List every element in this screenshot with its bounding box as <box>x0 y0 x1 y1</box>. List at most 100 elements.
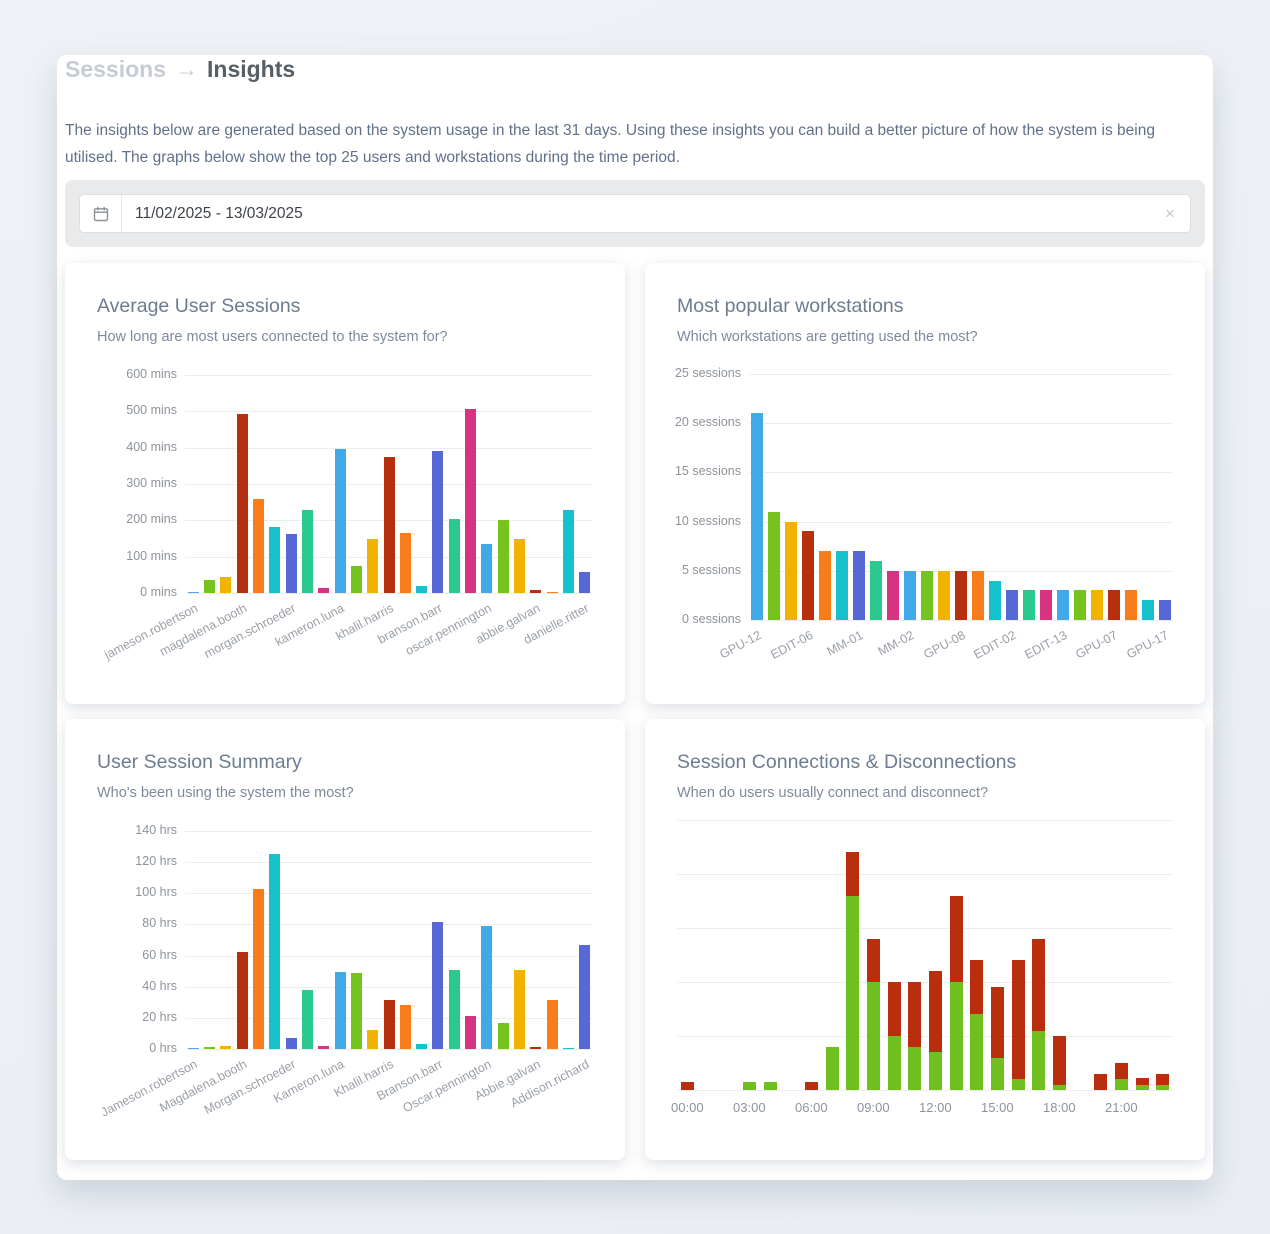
stacked-bar-chart: 00:00 03:00 06:00 09:00 12:00 15:00 18:00 21:00 <box>671 820 1173 1115</box>
bar <box>252 498 264 593</box>
y-axis-tick-label: 25 sessions <box>674 366 741 380</box>
clear-date-icon[interactable]: × <box>1165 203 1175 223</box>
card-average-user-sessions: Average User Sessions How long are most … <box>65 263 625 704</box>
x-axis-tick-label: GPU-12 <box>717 628 765 662</box>
bar <box>546 591 558 593</box>
connections-bar-segment <box>1032 1030 1046 1090</box>
disconnections-bar-segment <box>846 852 860 896</box>
disconnections-bar-segment <box>1114 1063 1128 1080</box>
connections-bar-segment <box>846 895 860 1090</box>
disconnections-bar-segment <box>1011 960 1025 1080</box>
bar <box>514 970 526 1049</box>
bar <box>988 580 1001 620</box>
connections-bar-segment <box>887 1036 901 1090</box>
bar <box>399 1005 411 1049</box>
gridline <box>185 924 593 926</box>
y-axis-tick-label: 200 mins <box>126 512 177 527</box>
date-range-input[interactable]: 11/02/2025 - 13/03/2025 × <box>79 194 1191 233</box>
y-axis-tick-label: 600 mins <box>126 367 177 381</box>
bar <box>1090 590 1103 620</box>
disconnections-bar-segment <box>908 982 922 1047</box>
bar-chart: 0 mins 100 mins 200 mins 300 mins 400 mins 50… <box>97 367 593 662</box>
y-axis-tick-label: 400 mins <box>126 439 177 454</box>
y-axis-tick-label: 10 sessions <box>674 513 741 528</box>
bar <box>448 969 460 1049</box>
bar <box>955 570 967 620</box>
bar <box>318 588 330 593</box>
connections-bar-segment <box>990 1057 1004 1090</box>
gridline <box>677 928 1173 929</box>
y-axis-tick-label: 100 hrs <box>135 885 177 900</box>
y-axis-tick-label: 60 hrs <box>142 947 177 962</box>
gridline <box>749 620 1173 621</box>
chart-title: User Session Summary <box>97 751 302 773</box>
bar <box>870 560 883 620</box>
gridline <box>185 411 593 413</box>
x-axis-tick-label: 06:00 <box>795 1100 828 1115</box>
gridline <box>185 862 593 864</box>
disconnections-bar-segment <box>866 938 880 982</box>
y-axis-tick-label: 80 hrs <box>142 916 177 931</box>
bar <box>887 570 900 620</box>
breadcrumb: Sessions → Insights <box>65 56 295 83</box>
bar <box>187 592 199 593</box>
bar <box>497 520 509 593</box>
chart-subtitle: When do users usually connect and discon… <box>677 785 989 801</box>
connections-bar-segment <box>1114 1079 1128 1090</box>
bar <box>285 533 297 593</box>
bar <box>1158 600 1171 620</box>
x-axis-tick-label: GPU-17 <box>1124 628 1172 662</box>
x-axis-tick-label: 09:00 <box>857 1100 890 1115</box>
bar <box>1056 590 1069 620</box>
bar <box>334 971 346 1049</box>
bar <box>367 539 379 593</box>
bar <box>1124 590 1137 620</box>
y-axis-tick-label: 500 mins <box>126 403 177 418</box>
x-axis-tick-label: 00:00 <box>671 1100 704 1115</box>
bar <box>269 854 281 1049</box>
bar <box>318 1045 330 1049</box>
bar <box>546 999 558 1049</box>
y-axis-tick-label: 120 hrs <box>135 854 177 869</box>
bar <box>1005 590 1018 620</box>
disconnections-bar-segment <box>990 987 1004 1058</box>
bar <box>938 570 951 620</box>
bar <box>497 1022 509 1049</box>
bar <box>1073 590 1086 620</box>
connections-bar-segment <box>763 1082 777 1090</box>
bar <box>432 922 444 1049</box>
connections-bar-segment <box>866 982 880 1090</box>
card-session-connections: Session Connections & Disconnections Whe… <box>645 719 1205 1160</box>
bar <box>399 533 411 593</box>
disconnections-bar-segment <box>680 1082 694 1090</box>
connections-bar-segment <box>1052 1084 1066 1090</box>
disconnections-bar-segment <box>928 971 942 1053</box>
bar <box>514 538 526 593</box>
bar <box>1022 590 1035 620</box>
bar <box>383 456 395 593</box>
gridline <box>185 893 593 895</box>
connections-bar-segment <box>742 1082 756 1090</box>
bar <box>836 551 849 620</box>
disconnections-bar-segment <box>1052 1036 1066 1085</box>
card-user-session-summary: User Session Summary Who's been using th… <box>65 719 625 1160</box>
bar <box>465 408 477 593</box>
bar <box>1141 600 1154 620</box>
connections-bar-segment <box>1011 1079 1025 1090</box>
disconnections-bar-segment <box>1032 938 1046 1031</box>
bar <box>481 926 493 1049</box>
bar <box>252 888 264 1049</box>
y-axis-tick-label: 5 sessions <box>681 562 741 577</box>
gridline <box>185 593 593 594</box>
x-axis-tick-label: 12:00 <box>919 1100 952 1115</box>
disconnections-bar-segment <box>1156 1073 1170 1085</box>
bar <box>768 511 781 620</box>
x-axis-tick-label: MM-01 <box>824 628 866 659</box>
bar <box>751 413 764 620</box>
bar <box>334 449 346 593</box>
breadcrumb-sessions-link[interactable]: Sessions <box>65 56 166 82</box>
disconnections-bar-segment <box>804 1082 818 1090</box>
connections-bar-segment <box>928 1052 942 1090</box>
bar <box>203 579 215 593</box>
date-range-value[interactable]: 11/02/2025 - 13/03/2025 <box>135 204 303 222</box>
